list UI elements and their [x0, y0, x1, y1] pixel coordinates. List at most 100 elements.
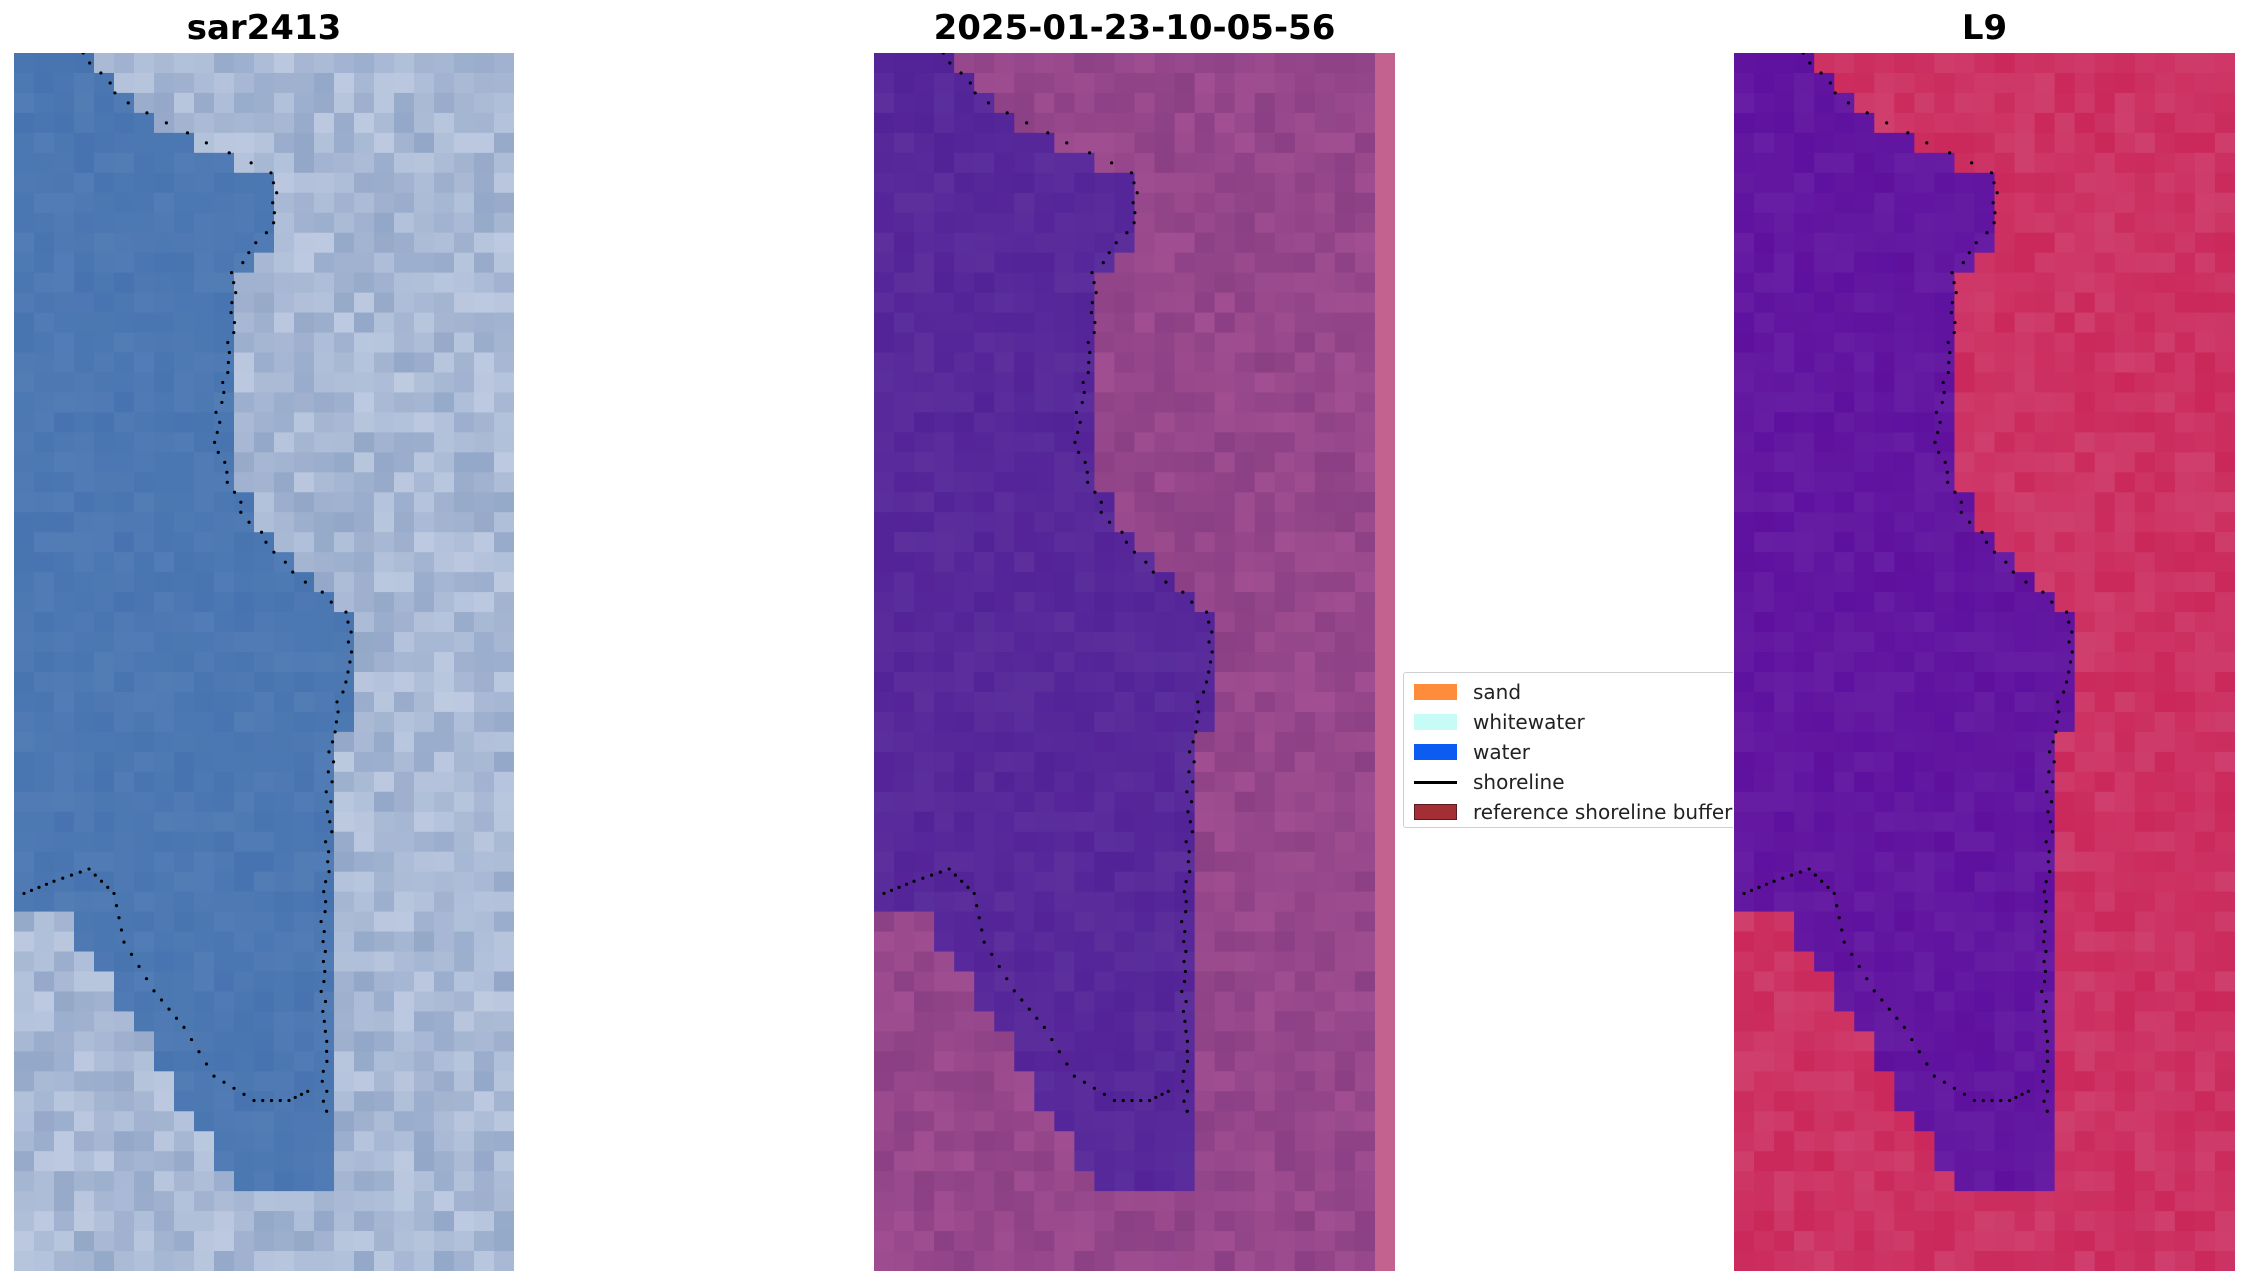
pixel-cell	[914, 1151, 935, 1172]
pixel-cell	[1334, 1051, 1356, 1072]
pixel-cell	[914, 691, 935, 713]
pixel-cell	[1274, 652, 1296, 673]
pixel-cell	[394, 132, 415, 154]
pixel-cell	[2114, 911, 2136, 933]
pixel-cell	[54, 312, 75, 334]
pixel-cell	[874, 751, 895, 773]
pixel-cell	[334, 671, 355, 693]
pixel-cell	[174, 751, 195, 773]
pixel-cell	[1134, 731, 1156, 753]
pixel-cell	[1954, 652, 1975, 673]
pixel-cell	[1734, 931, 1755, 953]
pixel-cell	[1754, 532, 1775, 553]
pixel-cell	[1974, 991, 1996, 1012]
pixel-cell	[2074, 432, 2096, 453]
pixel-cell	[494, 512, 514, 533]
pixel-cell	[2014, 811, 2036, 833]
pixel-cell	[1774, 212, 1795, 234]
pixel-cell	[1134, 252, 1156, 274]
pixel-cell	[1974, 252, 1996, 274]
shoreline-dot	[1183, 969, 1188, 974]
pixel-cell	[1094, 1211, 1115, 1232]
pixel-cell	[1934, 512, 1955, 533]
pixel-cell	[1134, 751, 1156, 773]
pixel-cell	[414, 851, 435, 873]
pixel-cell	[174, 731, 195, 753]
pixel-cell	[2114, 731, 2136, 753]
pixel-cell	[2054, 632, 2076, 653]
pixel-cell	[1034, 731, 1055, 753]
pixel-cell	[1874, 1071, 1895, 1092]
pixel-cell	[1334, 1091, 1356, 1112]
pixel-cell	[1014, 632, 1035, 653]
pixel-cell	[1194, 1231, 1216, 1252]
pixel-cell	[1214, 1151, 1236, 1172]
pixel-cell	[974, 172, 995, 194]
pixel-cell	[1834, 332, 1855, 354]
pixel-cell	[234, 1231, 255, 1252]
shoreline-dot	[1967, 251, 1971, 255]
pixel-cell	[954, 1131, 975, 1152]
pixel-cell	[1894, 811, 1915, 833]
pixel-cell	[1194, 72, 1216, 94]
pixel-cell	[314, 152, 335, 174]
pixel-cell	[2214, 152, 2235, 174]
pixel-cell	[1974, 392, 1996, 413]
pixel-cell	[494, 53, 514, 74]
shoreline-dot	[1826, 885, 1830, 889]
pixel-cell	[234, 512, 255, 533]
pixel-cell	[1234, 1111, 1256, 1132]
pixel-cell	[1354, 392, 1376, 413]
pixel-cell	[1094, 432, 1115, 453]
pixel-cell	[1874, 871, 1895, 893]
pixel-cell	[234, 851, 255, 873]
pixel-cell	[2074, 512, 2096, 533]
shoreline-dot	[264, 231, 269, 235]
pixel-cell	[114, 751, 135, 773]
pixel-cell	[1034, 1051, 1055, 1072]
pixel-cell	[1934, 612, 1955, 633]
pixel-cell	[2094, 891, 2116, 913]
pixel-cell	[1254, 991, 1276, 1012]
pixel-cell	[2214, 1051, 2235, 1072]
pixel-cell	[354, 432, 375, 453]
pixel-cell	[1854, 472, 1875, 493]
pixel-cell	[74, 432, 95, 453]
pixel-cell	[1114, 332, 1136, 354]
pixel-cell	[394, 731, 415, 753]
pixel-cell	[274, 1251, 295, 1271]
pixel-cell	[174, 232, 195, 254]
pixel-cell	[414, 771, 435, 793]
pixel-cell	[1214, 811, 1236, 833]
pixel-cell	[1334, 352, 1356, 373]
pixel-cell	[1014, 652, 1035, 673]
pixel-cell	[494, 691, 514, 713]
pixel-cell	[254, 751, 275, 773]
pixel-cell	[1814, 332, 1835, 354]
pixel-cell	[1114, 1151, 1136, 1172]
pixel-cell	[314, 492, 335, 513]
pixel-cell	[314, 612, 335, 633]
pixel-cell	[14, 831, 35, 853]
pixel-cell	[1294, 971, 1316, 992]
pixel-cell	[1934, 1131, 1955, 1152]
pixel-cell	[1334, 931, 1356, 953]
pixel-cell	[1214, 931, 1236, 953]
pixel-cell	[394, 392, 415, 413]
pixel-cell	[1234, 112, 1256, 134]
pixel-cell	[934, 492, 955, 513]
pixel-cell	[2194, 911, 2216, 933]
pixel-cell	[1954, 1011, 1975, 1032]
pixel-cell	[934, 612, 955, 633]
pixel-cell	[474, 1111, 495, 1132]
pixel-cell	[414, 552, 435, 573]
pixel-cell	[1134, 312, 1156, 334]
pixel-cell	[974, 711, 995, 733]
pixel-cell	[1074, 312, 1095, 334]
pixel-cell	[1054, 951, 1075, 972]
pixel-cell	[1794, 1251, 1815, 1271]
pixel-cell	[2014, 53, 2036, 74]
pixel-cell	[2014, 452, 2036, 473]
pixel-cell	[1894, 711, 1915, 733]
pixel-cell	[434, 771, 455, 793]
